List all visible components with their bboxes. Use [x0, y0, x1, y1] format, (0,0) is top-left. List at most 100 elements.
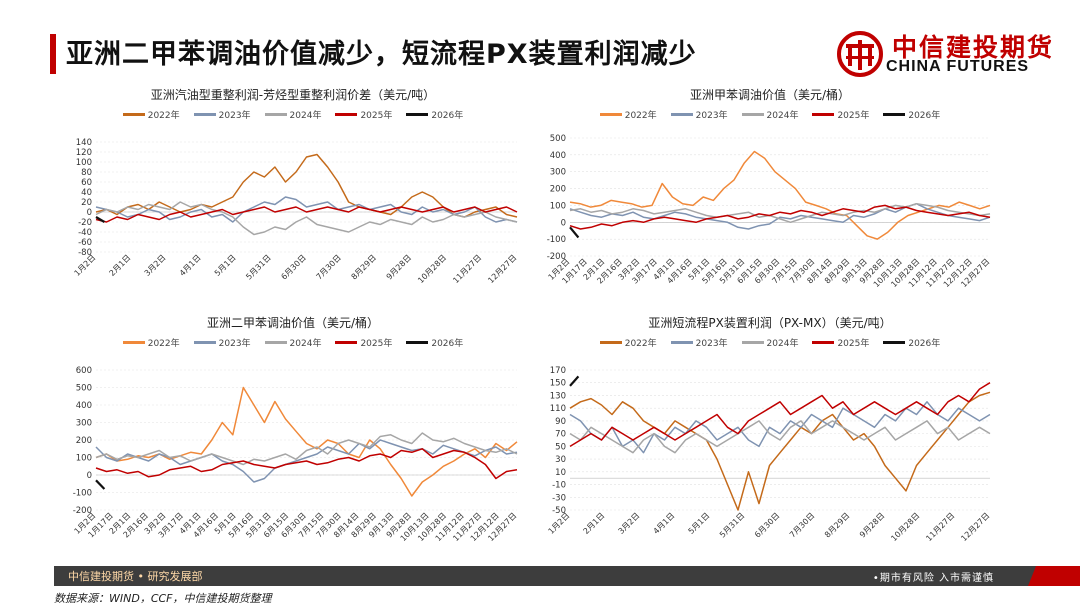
y-tick-label: 0 [561, 218, 566, 228]
chart-legend: 2022年 2023年 2024年 2025年 2026年 [540, 336, 1000, 349]
logo-english-name: CHINA FUTURES [886, 58, 1030, 75]
legend-label: 2025年 [360, 339, 393, 349]
title-accent-bar [50, 34, 56, 74]
x-tick-label: 5月1日 [687, 511, 712, 536]
legend-item-2026: 2026年 [406, 108, 463, 121]
chart-title: 亚洲二甲苯调油价值（美元/桶） [206, 316, 380, 330]
x-tick-label: 12月27日 [486, 253, 518, 285]
chart-legend: 2022年 2023年 2024年 2025年 2026年 [540, 108, 1000, 121]
series-line-2023年 [569, 401, 991, 454]
x-tick-label: 4月1日 [178, 253, 203, 278]
y-tick-label: 100 [76, 454, 92, 464]
data-source-note: 数据来源：WIND，CCF，中信建投期货整理 [54, 592, 272, 605]
series-line-2022年 [95, 386, 518, 497]
y-tick-label: -40 [78, 228, 92, 238]
legend-item-2022: 2022年 [122, 336, 180, 349]
x-tick-label: 5月31日 [244, 253, 272, 281]
chart-asia-short-process-px-profit: 亚洲短流程PX装置利润（PX-MX）（美元/吨） 2022年 2023年 202… [540, 314, 1000, 558]
y-tick-label: 150 [550, 379, 566, 389]
y-tick-label: 30 [555, 455, 566, 465]
legend-item-2022: 2022年 [599, 336, 657, 349]
legend-label: 2024年 [766, 339, 799, 349]
y-tick-label: 0 [87, 208, 92, 218]
x-tick-label: 5月31日 [718, 511, 746, 539]
x-tick-label: 12月27日 [959, 511, 991, 543]
y-tick-label: -100 [73, 489, 92, 499]
legend-item-2026: 2026年 [406, 336, 463, 349]
chart-legend: 2022年 2023年 2024年 2025年 2026年 [62, 336, 524, 349]
legend-label: 2025年 [360, 111, 393, 121]
y-tick-label: 500 [550, 134, 566, 144]
legend-item-2025: 2025年 [812, 108, 869, 121]
legend-item-2024: 2024年 [741, 108, 798, 121]
y-tick-label: 130 [550, 391, 566, 401]
y-tick-label: 0 [87, 471, 92, 481]
series-line-2022年 [95, 153, 518, 218]
series-line-2023年 [95, 196, 518, 223]
x-tick-label: 7月30日 [788, 511, 816, 539]
x-tick-label: 6月30日 [279, 253, 307, 281]
logo-chinese-name: 中信建投期货 [892, 33, 1055, 62]
legend-item-2025: 2025年 [335, 336, 392, 349]
y-tick-label: 100 [76, 158, 92, 168]
x-tick-label: 3月2日 [617, 511, 642, 536]
y-tick-label: 600 [76, 366, 92, 376]
y-tick-label: -20 [78, 218, 92, 228]
series-line-2022年 [569, 150, 991, 240]
chart-asia-xylene-blending-value: 亚洲二甲苯调油价值（美元/桶） 2022年 2023年 2024年 2025年 … [62, 314, 524, 558]
page-title: 亚洲二甲苯调油价值减少，短流程PX装置利润减少 [66, 39, 697, 70]
chart-plot: 6005004003002001000-100-2001月2日1月17日2月1日… [73, 366, 519, 543]
chart-title: 亚洲短流程PX装置利润（PX-MX）（美元/吨） [648, 316, 892, 330]
series-line-2026年 [569, 375, 580, 387]
y-tick-label: -200 [547, 252, 566, 262]
series-line-2025年 [569, 204, 991, 230]
x-tick-label: 8月29日 [350, 253, 378, 281]
x-tick-label: 5月1日 [213, 253, 238, 278]
series-line-2024年 [569, 202, 991, 224]
series-line-2026年 [95, 479, 106, 490]
legend-label: 2026年 [908, 339, 941, 349]
legend-label: 2024年 [289, 339, 322, 349]
y-tick-label: 400 [76, 401, 92, 411]
y-tick-label: 20 [81, 198, 92, 208]
x-tick-label: 10月28日 [416, 253, 448, 285]
legend-label: 2025年 [837, 339, 870, 349]
chart-gasoline-reforming-spread: 亚洲汽油型重整利润-芳烃型重整利润价差（美元/吨） 2022年 2023年 20… [62, 86, 524, 301]
x-tick-label: 8月29日 [823, 511, 851, 539]
legend-item-2024: 2024年 [741, 336, 799, 349]
footer-bar: 中信建投期货 • 研究发展部 •期市有风险 入市需谨慎 [54, 566, 1054, 586]
legend-item-2025: 2025年 [335, 108, 392, 121]
company-logo-icon [837, 31, 883, 77]
y-tick-label: 90 [555, 417, 566, 427]
y-tick-label: 60 [81, 178, 92, 188]
legend-label: 2023年 [218, 111, 251, 121]
x-tick-label: 9月28日 [858, 511, 886, 539]
series-line-2024年 [95, 201, 518, 236]
x-tick-label: 11月27日 [451, 253, 483, 285]
y-tick-label: -60 [78, 238, 92, 248]
x-tick-label: 7月30日 [315, 253, 343, 281]
series-line-2022年 [569, 391, 991, 511]
y-tick-label: 300 [550, 168, 566, 178]
legend-label: 2022年 [624, 111, 657, 121]
y-tick-label: -10 [552, 481, 566, 491]
y-tick-label: 10 [555, 468, 566, 478]
chart-plot: 5004003002001000-100-2001月2日1月17日2月1日2月1… [547, 134, 992, 289]
series-line-2023年 [569, 202, 991, 230]
footer-risk-warning: •期市有风险 入市需谨慎 [872, 573, 994, 584]
x-tick-label: 2月1日 [582, 511, 607, 536]
legend-item-2023: 2023年 [670, 336, 728, 349]
legend-item-2023: 2023年 [670, 108, 728, 121]
x-tick-label: 9月28日 [385, 253, 413, 281]
legend-label: 2022年 [147, 111, 180, 121]
legend-label: 2023年 [218, 339, 251, 349]
y-tick-label: 40 [81, 188, 92, 198]
y-tick-label: 110 [550, 404, 566, 414]
y-tick-label: 300 [76, 419, 92, 429]
y-tick-label: 120 [76, 148, 92, 158]
x-tick-label: 3月2日 [143, 253, 168, 278]
footer-red-flag [1028, 566, 1080, 586]
y-tick-label: 100 [550, 201, 566, 211]
legend-label: 2025年 [837, 111, 870, 121]
y-tick-label: 80 [81, 168, 92, 178]
